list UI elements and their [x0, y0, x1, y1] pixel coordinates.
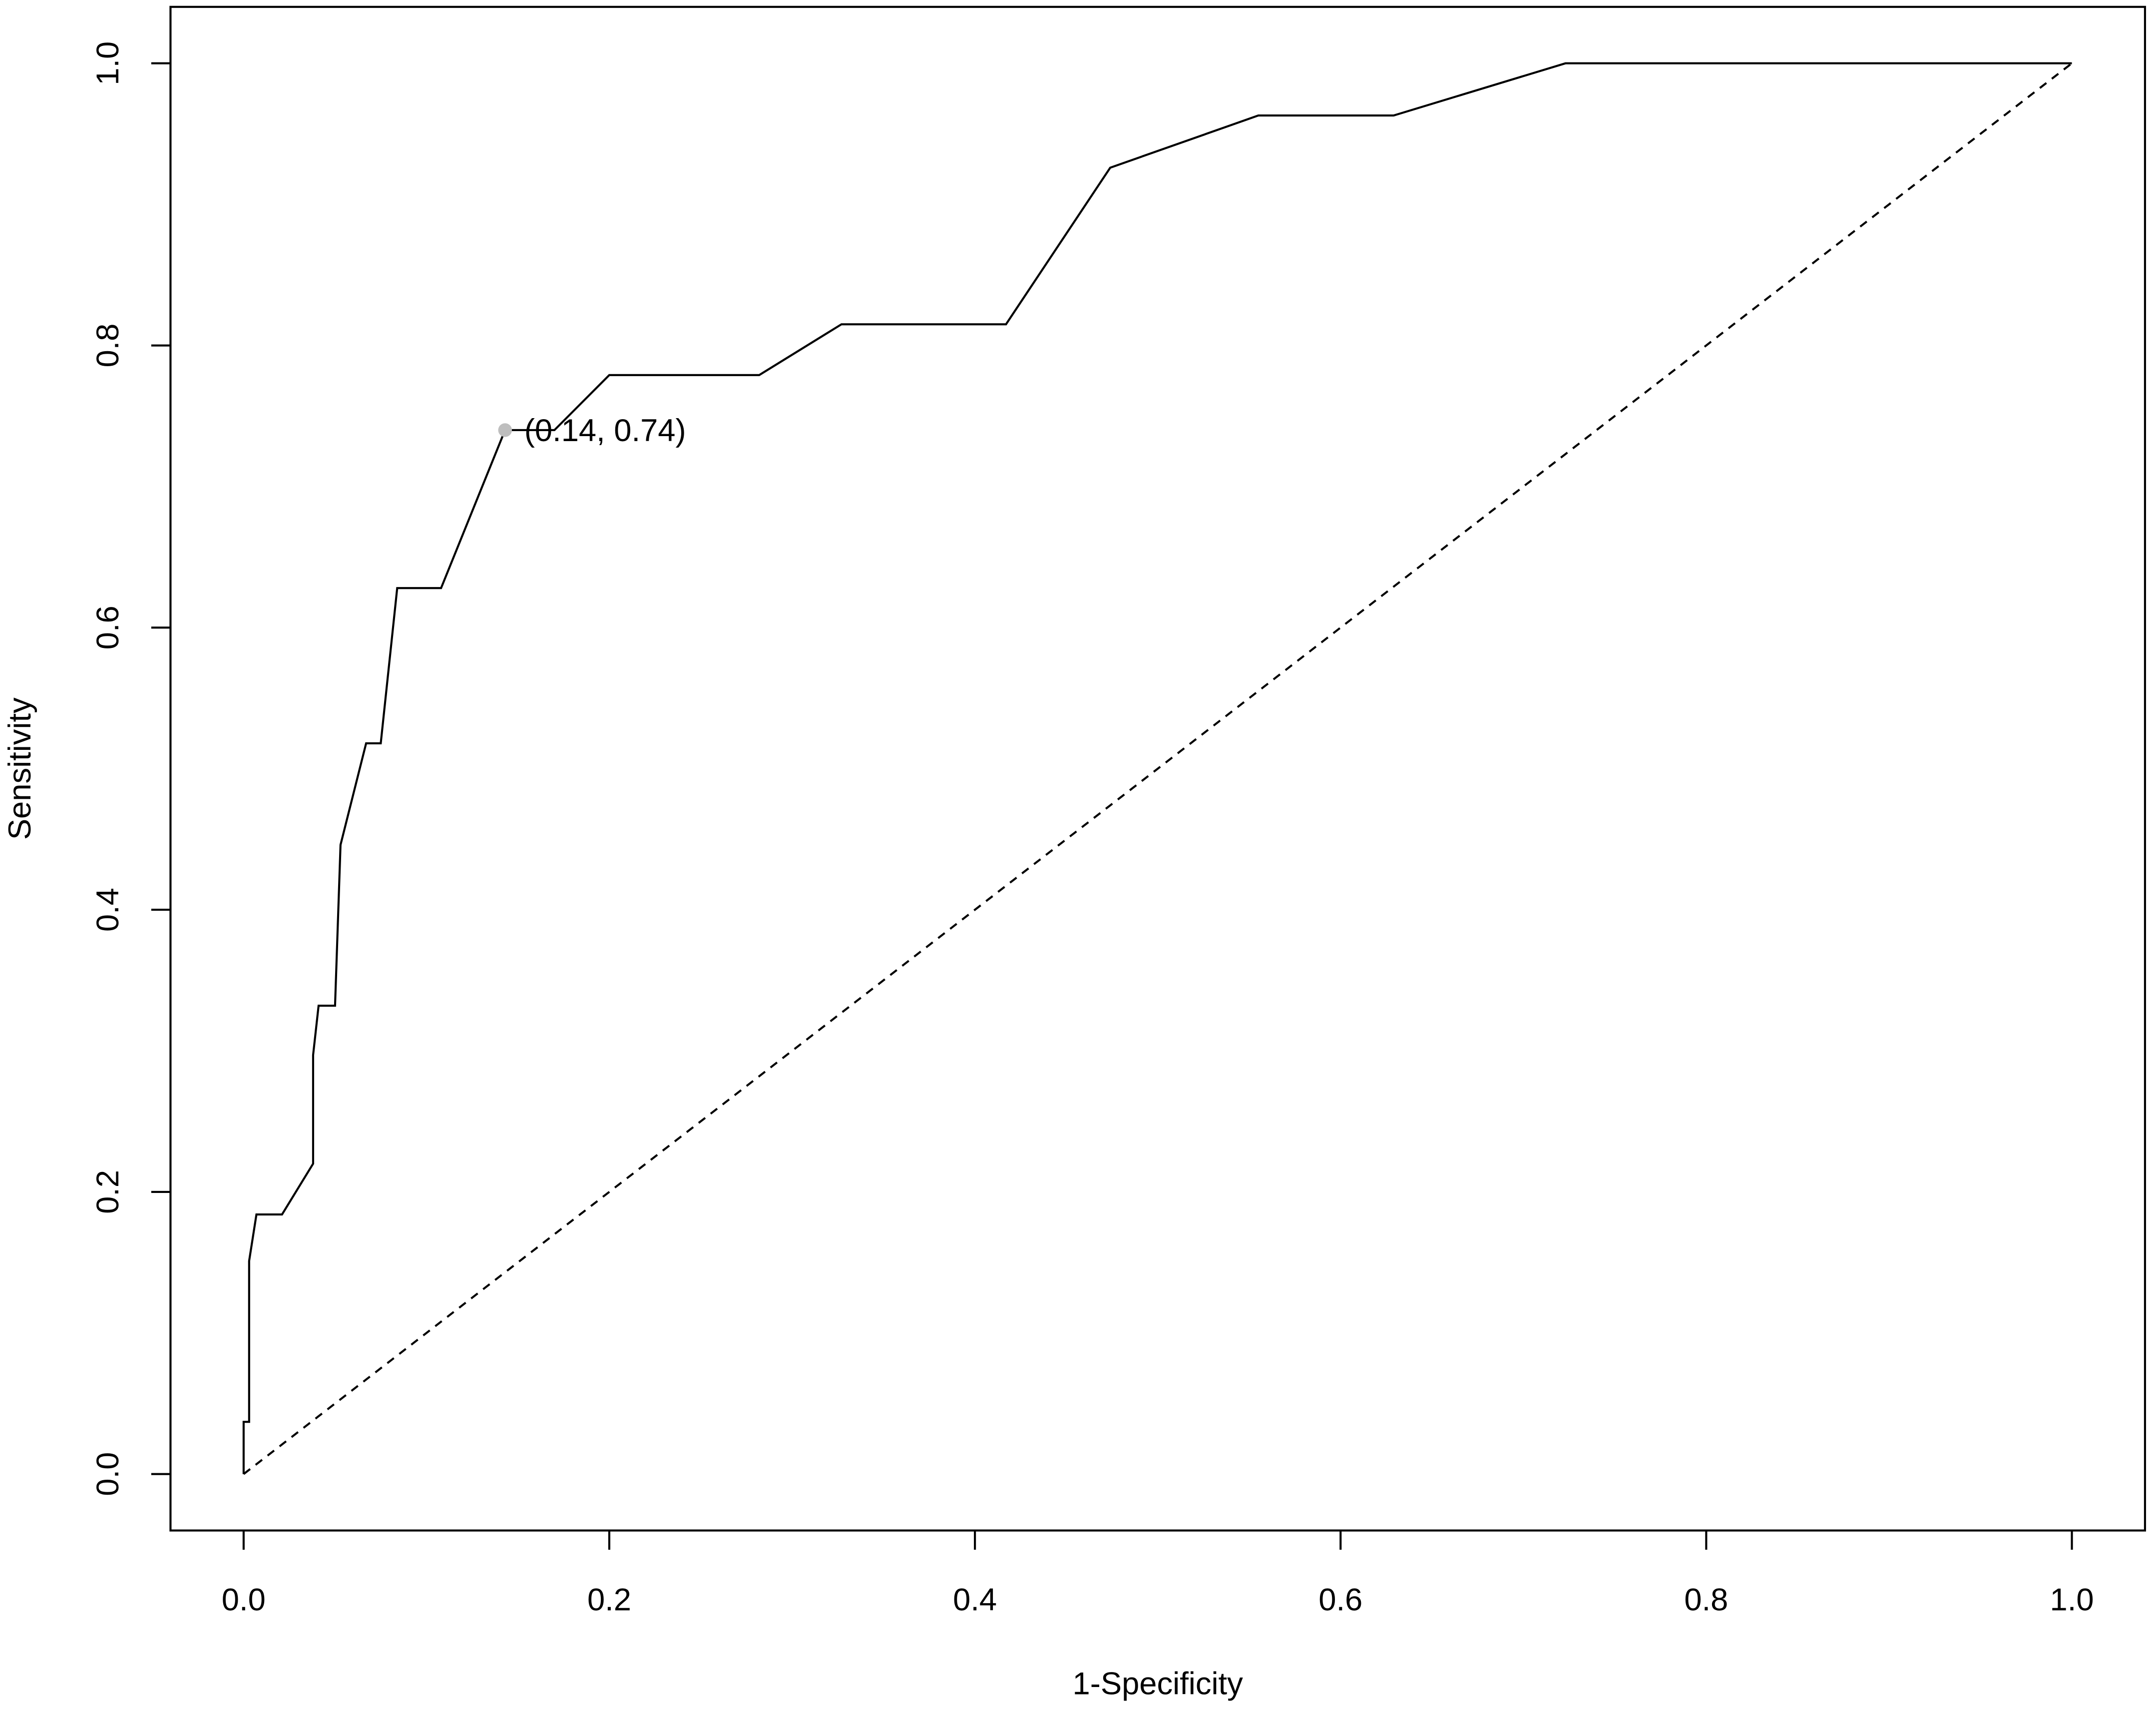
y-tick-label: 0.8	[90, 324, 125, 368]
y-tick-label: 0.0	[90, 1452, 125, 1496]
y-tick-label: 0.6	[90, 605, 125, 649]
x-tick-label: 0.0	[222, 1583, 266, 1618]
x-tick-label: 0.2	[587, 1583, 631, 1618]
x-tick-label: 0.4	[953, 1583, 997, 1618]
y-tick-label: 1.0	[90, 41, 125, 85]
annotation-label: (0.14, 0.74)	[524, 413, 686, 448]
y-tick-label: 0.4	[90, 888, 125, 932]
roc-line	[242, 62, 2072, 1474]
roc-line	[243, 62, 2073, 1475]
x-tick-label: 0.6	[1318, 1583, 1362, 1618]
plot-frame	[169, 5, 2147, 1532]
x-tick-label: 1.0	[2050, 1583, 2094, 1618]
annotation-point	[498, 423, 512, 437]
y-axis-label: Sensitivity	[2, 697, 37, 840]
x-axis-label: 1-Specificity	[1073, 1666, 1244, 1701]
y-tick-label: 0.2	[90, 1170, 125, 1214]
x-tick-label: 0.8	[1684, 1583, 1728, 1618]
